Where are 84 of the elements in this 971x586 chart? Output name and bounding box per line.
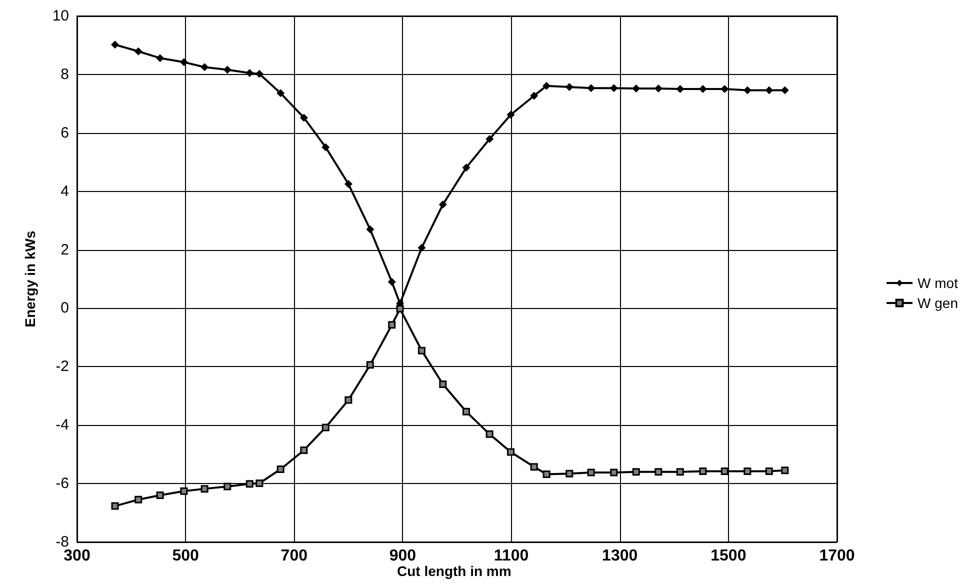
point (632, 468, 640, 476)
y-tick-label: -6 (56, 475, 69, 492)
x-tick-label: 900 (389, 548, 416, 564)
point (111, 502, 119, 510)
point (587, 468, 595, 476)
point (699, 468, 707, 476)
point (322, 424, 330, 432)
y-tick-label: 8 (60, 66, 69, 83)
y-tick-label: 6 (60, 124, 69, 142)
point (300, 446, 308, 454)
point (438, 200, 447, 208)
point (418, 244, 426, 252)
point (530, 463, 538, 471)
point (610, 468, 618, 476)
point (344, 180, 352, 188)
point (418, 346, 426, 354)
point (396, 305, 404, 313)
point (676, 85, 684, 94)
legend-label: W mot (918, 275, 958, 291)
point (743, 86, 752, 94)
point (200, 63, 209, 72)
x-tick-label: 700 (280, 548, 308, 564)
y-tick-label: 0 (60, 300, 69, 317)
point (134, 47, 142, 56)
point (486, 135, 494, 144)
x-tick-label: 500 (172, 548, 200, 564)
point (765, 468, 773, 476)
point (676, 468, 684, 476)
x-tick-label: 1500 (710, 548, 746, 564)
point (322, 143, 330, 152)
y-tick-label: -8 (56, 534, 69, 550)
point (156, 491, 164, 499)
point (366, 361, 374, 369)
y-tick-label: 4 (60, 182, 69, 200)
point (246, 480, 254, 488)
point (587, 84, 596, 92)
point (276, 89, 285, 98)
point (566, 470, 574, 478)
point (180, 58, 188, 66)
point (765, 86, 774, 94)
point (256, 480, 264, 488)
point (134, 496, 142, 504)
point (720, 468, 728, 476)
point (200, 485, 208, 493)
point (276, 465, 284, 473)
point (388, 278, 396, 286)
point (180, 487, 188, 495)
point (246, 68, 254, 77)
legend-label: W gen (918, 295, 958, 311)
point (224, 482, 232, 490)
point (506, 110, 515, 119)
point (156, 54, 164, 62)
point (486, 430, 494, 438)
point (300, 114, 308, 122)
point (542, 82, 551, 90)
point (462, 408, 470, 416)
point (610, 84, 618, 92)
point (744, 468, 752, 476)
x-tick-label: 1300 (602, 548, 638, 564)
y-axis-title: Energy in kWs (22, 230, 38, 328)
point (720, 85, 729, 94)
x-tick-label: 1700 (819, 548, 855, 564)
point (781, 466, 789, 474)
point (111, 40, 119, 49)
point (462, 164, 470, 172)
point (223, 66, 232, 74)
y-tick-label: -2 (56, 358, 69, 376)
point (344, 396, 352, 404)
point (542, 470, 550, 478)
x-tick-label: 300 (64, 548, 90, 564)
point (632, 84, 640, 92)
point (654, 468, 662, 476)
point (530, 92, 538, 100)
point (780, 86, 789, 94)
point (366, 225, 374, 234)
point (388, 321, 396, 329)
y-tick-label: 10 (52, 8, 69, 24)
x-axis-title: Cut length in mm (397, 563, 512, 579)
point (506, 448, 514, 456)
y-tick-label: -4 (56, 416, 69, 434)
x-tick-label: 1100 (494, 548, 529, 564)
point (439, 380, 447, 388)
point (565, 83, 574, 92)
y-tick-label: 2 (60, 241, 69, 258)
